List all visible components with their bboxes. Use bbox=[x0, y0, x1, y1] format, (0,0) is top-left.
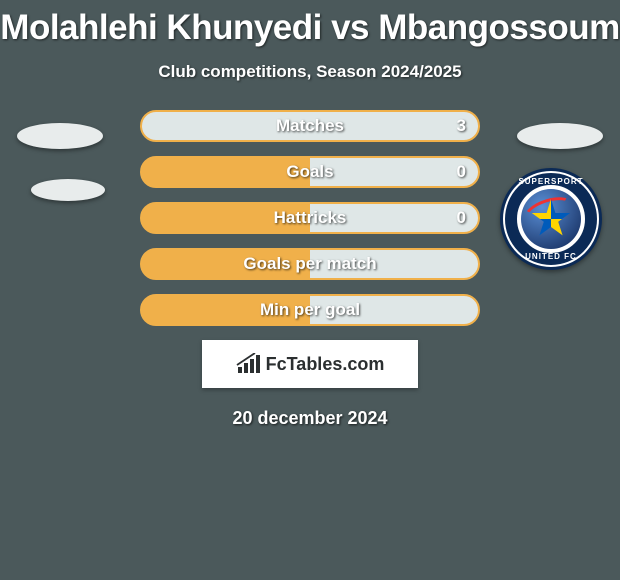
stat-row: Matches3 bbox=[140, 110, 480, 142]
player-left-badge-2 bbox=[31, 179, 105, 201]
fctables-badge: FcTables.com bbox=[202, 340, 418, 388]
stat-row: Goals per match bbox=[140, 248, 480, 280]
stat-row: Min per goal bbox=[140, 294, 480, 326]
stat-label: Matches bbox=[140, 110, 480, 142]
stat-label: Min per goal bbox=[140, 294, 480, 326]
club-crest: SUPERSPORT UNITED FC bbox=[500, 168, 602, 270]
player-right-badge-1 bbox=[517, 123, 603, 149]
stat-value-right: 0 bbox=[457, 156, 466, 188]
player-left-badge-1 bbox=[17, 123, 103, 149]
stat-label: Goals bbox=[140, 156, 480, 188]
stat-row: Goals0 bbox=[140, 156, 480, 188]
stat-value-right: 3 bbox=[457, 110, 466, 142]
chart-icon bbox=[236, 353, 262, 375]
page-title: Molahlehi Khunyedi vs Mbangossoum bbox=[0, 0, 620, 48]
stat-value-right: 0 bbox=[457, 202, 466, 234]
crest-text-top: SUPERSPORT bbox=[503, 177, 599, 186]
stat-label: Goals per match bbox=[140, 248, 480, 280]
fctables-label: FcTables.com bbox=[266, 354, 385, 375]
stat-label: Hattricks bbox=[140, 202, 480, 234]
date-label: 20 december 2024 bbox=[0, 408, 620, 429]
subtitle: Club competitions, Season 2024/2025 bbox=[0, 62, 620, 82]
stat-row: Hattricks0 bbox=[140, 202, 480, 234]
crest-text-bottom: UNITED FC bbox=[503, 252, 599, 261]
